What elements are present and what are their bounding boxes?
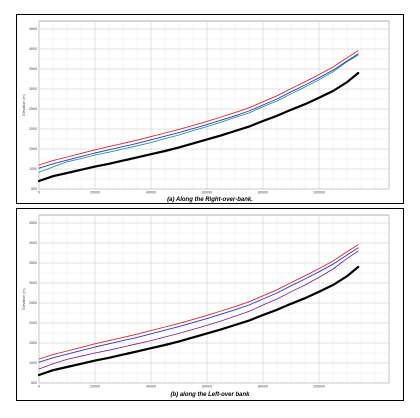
y-tick-label: 500 <box>31 187 37 191</box>
y-tick-label: 4000 <box>29 241 37 245</box>
x-tick-label: 0 <box>38 191 40 195</box>
y-tick-label: 1500 <box>29 341 37 345</box>
series-line-wse_a <box>38 50 359 166</box>
series-line-wse_b <box>38 53 359 169</box>
elevation-chart-a: 0 20000 40000 60000 80000 100000 500 1000 1500 20… <box>22 20 390 195</box>
series-line-wse_b <box>38 247 359 363</box>
series-line-wse_a <box>38 244 359 360</box>
y-axis-label: Elevation (m) <box>22 288 26 309</box>
x-tick-label: 60000 <box>202 385 212 389</box>
y-tick-label: 1500 <box>29 147 37 151</box>
x-tick-label: 60000 <box>202 191 212 195</box>
y-tick-label: 3500 <box>29 261 37 265</box>
y-tick-label: 3000 <box>29 87 37 91</box>
x-tick-label: 80000 <box>258 191 268 195</box>
series-line-terrain <box>37 71 360 183</box>
series-line-overbank <box>38 250 359 370</box>
chart-panel-a: 0 20000 40000 60000 80000 100000 500 1000 1500 20… <box>16 14 404 204</box>
y-tick-label: 2000 <box>29 127 37 131</box>
x-tick-label: 40000 <box>146 385 156 389</box>
y-tick-label: 2000 <box>29 321 37 325</box>
y-tick-label: 4500 <box>29 27 37 31</box>
x-tick-label: 20000 <box>90 191 100 195</box>
y-axis-label: Elevation (m) <box>22 94 26 115</box>
y-tick-label: 4000 <box>29 47 37 51</box>
chart-panel-b: 0 20000 40000 60000 80000 100000 500 1000 1500 20… <box>16 208 404 401</box>
plot-area <box>38 20 390 190</box>
y-tick-label: 1000 <box>29 361 37 365</box>
series-line-overbank <box>38 54 359 173</box>
y-tick-label: 1000 <box>29 167 37 171</box>
x-tick-label: 0 <box>38 385 40 389</box>
x-tick-label: 100000 <box>313 385 325 389</box>
elevation-chart-b: 0 20000 40000 60000 80000 100000 500 1000 1500 20… <box>22 214 390 389</box>
y-tick-label: 2500 <box>29 301 37 305</box>
y-tick-label: 500 <box>31 381 37 385</box>
y-tick-label: 3500 <box>29 67 37 71</box>
series-line-terrain <box>37 265 360 377</box>
chart-caption-a: (a) Along the Right-over-bank. <box>167 197 253 203</box>
y-tick-label: 3000 <box>29 281 37 285</box>
x-tick-label: 100000 <box>313 191 325 195</box>
x-tick-label: 40000 <box>146 191 156 195</box>
y-tick-label: 2500 <box>29 107 37 111</box>
x-tick-label: 80000 <box>258 385 268 389</box>
chart-caption-b: (b) along the Left-over bank <box>170 392 250 398</box>
x-tick-label: 20000 <box>90 385 100 389</box>
plot-area <box>38 214 390 384</box>
y-tick-label: 4500 <box>29 221 37 225</box>
